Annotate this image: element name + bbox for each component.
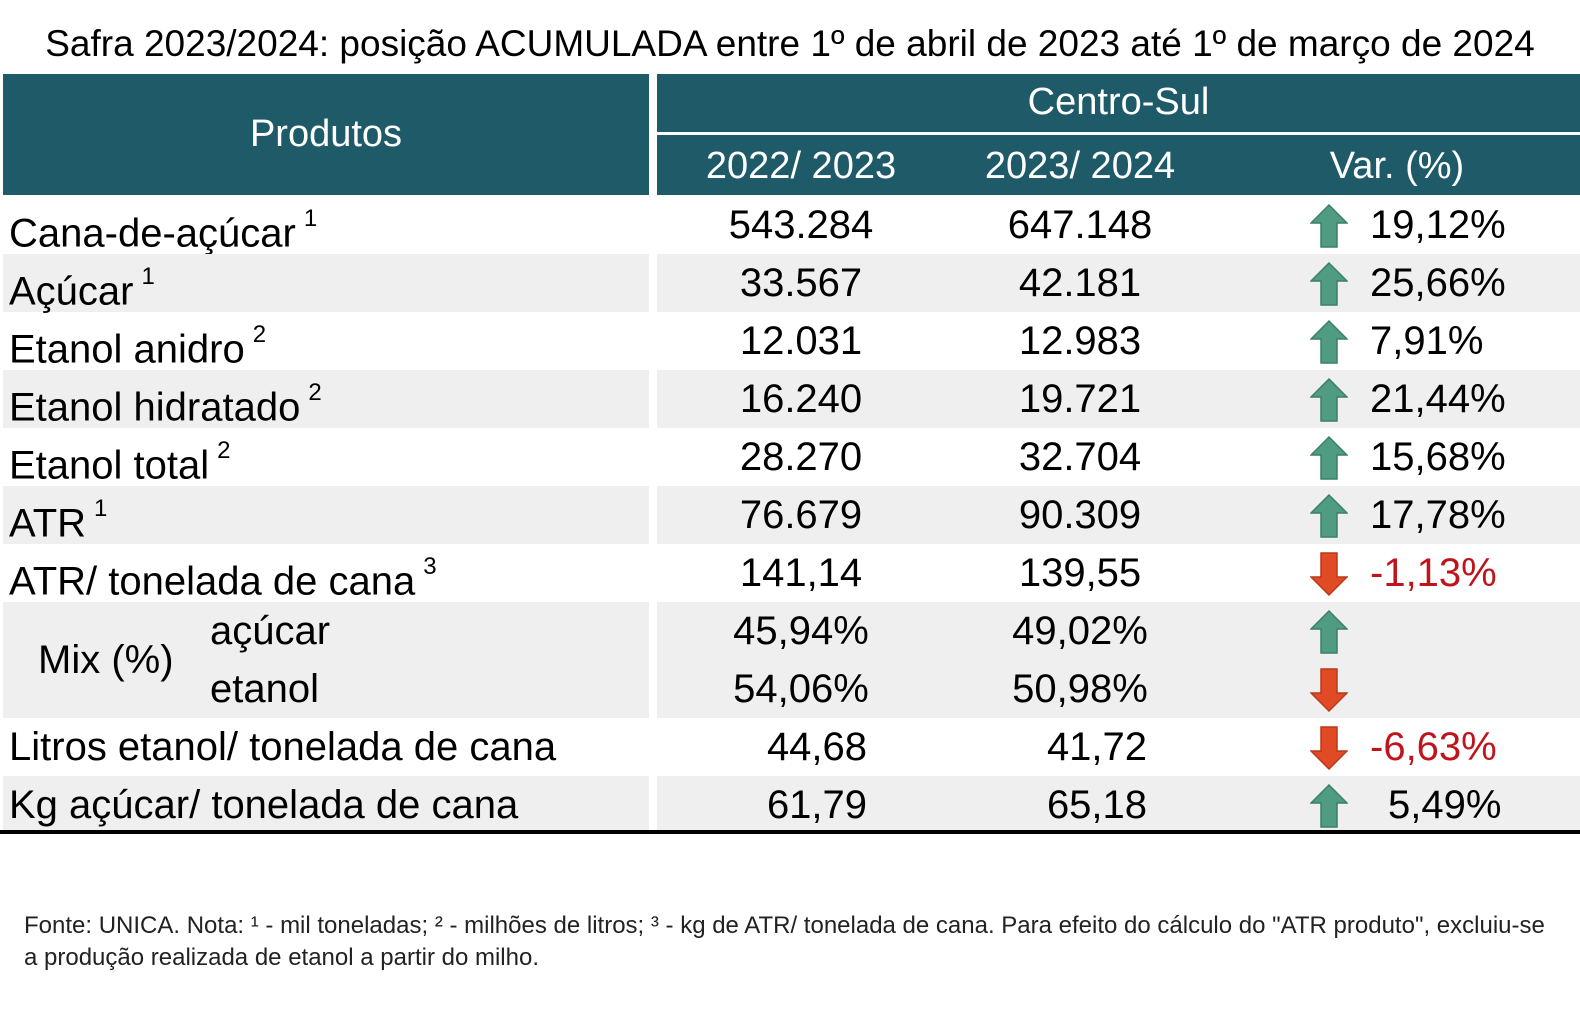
row-shade-right — [657, 370, 1580, 428]
row-label: Kg açúcar/ tonelada de cana — [9, 783, 519, 827]
row-shade-right — [657, 602, 1580, 718]
header-products: Produtos — [3, 74, 649, 195]
row-label: Açúcar 1 — [9, 263, 155, 314]
mix-sugar-2023-2024: 49,02% — [1012, 609, 1148, 653]
row-shade-left — [3, 776, 649, 834]
row-label: Etanol anidro 2 — [9, 321, 267, 372]
mix-label: Mix (%) — [38, 638, 174, 682]
value-2023-2024: 139,55 — [1018, 551, 1142, 595]
header-region-block: Centro-Sul 2022/ 2023 2023/ 2024 Var. (%… — [657, 74, 1580, 195]
up-arrow-icon — [1310, 610, 1348, 654]
header-region: Centro-Sul — [1027, 80, 1210, 123]
table-row: ATR 1 76.679 90.309 17,78% — [0, 486, 1580, 546]
variation-value: 15,68% — [1370, 435, 1506, 479]
down-arrow-icon — [1310, 726, 1348, 770]
table-row: Etanol anidro 2 12.031 12.983 7,91% — [0, 312, 1580, 372]
row-label: Litros etanol/ tonelada de cana — [9, 725, 557, 769]
variation-value: -1,13% — [1370, 551, 1497, 595]
variation-value: 7,91% — [1370, 319, 1484, 363]
down-arrow-icon — [1310, 668, 1348, 712]
table-bottom-rule — [0, 830, 1580, 834]
row-label: Etanol total 2 — [9, 437, 231, 488]
variation-value: 21,44% — [1370, 377, 1506, 421]
table-title: Safra 2023/2024: posição ACUMULADA entre… — [45, 23, 1535, 64]
value-2022-2023: 61,79 — [766, 783, 868, 827]
value-2023-2024: 42.181 — [1018, 261, 1142, 305]
mix-row: Mix (%) açúcar etanol 45,94% 49,02% 54,0… — [0, 602, 1580, 718]
variation-value: 17,78% — [1370, 493, 1506, 537]
table-row: Kg açúcar/ tonelada de cana 61,79 65,18 … — [0, 776, 1580, 834]
table-row: Etanol hidratado 2 16.240 19.721 21,44% — [0, 370, 1580, 430]
up-arrow-icon — [1310, 494, 1348, 538]
header-divider — [657, 132, 1580, 135]
row-shade-left — [3, 602, 649, 718]
row-shade-right — [657, 776, 1580, 834]
table-row: Litros etanol/ tonelada de cana 44,68 41… — [0, 718, 1580, 776]
variation-value: 19,12% — [1370, 203, 1506, 247]
value-2022-2023: 141,14 — [739, 551, 863, 595]
row-label: Cana-de-açúcar 1 — [9, 205, 318, 256]
footnote: Fonte: UNICA. Nota: ¹ - mil toneladas; ²… — [24, 912, 1545, 971]
mix-ethanol-label: etanol — [210, 667, 319, 711]
value-2022-2023: 33.567 — [739, 261, 863, 305]
up-arrow-icon — [1310, 378, 1348, 422]
table-row: ATR/ tonelada de cana 3 141,14 139,55 -1,… — [0, 544, 1580, 604]
value-2023-2024: 41,72 — [1046, 725, 1148, 769]
value-2022-2023: 28.270 — [739, 435, 863, 479]
row-shade-left — [3, 370, 649, 428]
header-col-var: Var. (%) — [1329, 144, 1465, 187]
mix-sugar-label: açúcar — [210, 609, 331, 653]
value-2022-2023: 543.284 — [728, 203, 874, 247]
variation-value: -6,63% — [1370, 725, 1497, 769]
variation-value: 5,49% — [1388, 783, 1502, 827]
value-2022-2023: 12.031 — [739, 319, 863, 363]
mix-sugar-2022-2023: 45,94% — [733, 609, 869, 653]
up-arrow-icon — [1310, 784, 1348, 828]
row-shade-right — [657, 486, 1580, 544]
value-2023-2024: 65,18 — [1046, 783, 1148, 827]
table-row: Cana-de-açúcar 1 543.284 647.148 19,12% — [0, 196, 1580, 256]
row-label: ATR/ tonelada de cana 3 — [9, 553, 437, 604]
up-arrow-icon — [1310, 436, 1348, 480]
row-label: Etanol hidratado 2 — [9, 379, 322, 430]
up-arrow-icon — [1310, 262, 1348, 306]
value-2023-2024: 90.309 — [1018, 493, 1142, 537]
row-label: ATR 1 — [9, 495, 108, 546]
value-2022-2023: 76.679 — [739, 493, 863, 537]
row-shade-left — [3, 254, 649, 312]
mix-ethanol-2023-2024: 50,98% — [1012, 667, 1148, 711]
down-arrow-icon — [1310, 552, 1348, 596]
mix-ethanol-2022-2023: 54,06% — [733, 667, 869, 711]
header-col-2023-2024: 2023/ 2024 — [984, 144, 1176, 187]
table-row: Açúcar 1 33.567 42.181 25,66% — [0, 254, 1580, 314]
up-arrow-icon — [1310, 320, 1348, 364]
header-col-2022-2023: 2022/ 2023 — [705, 144, 897, 187]
row-shade-right — [657, 254, 1580, 312]
value-2023-2024: 647.148 — [1007, 203, 1153, 247]
variation-value: 25,66% — [1370, 261, 1506, 305]
value-2023-2024: 12.983 — [1018, 319, 1142, 363]
table-header: Produtos Centro-Sul 2022/ 2023 2023/ 202… — [0, 74, 1580, 195]
value-2022-2023: 44,68 — [766, 725, 868, 769]
value-2022-2023: 16.240 — [739, 377, 863, 421]
value-2023-2024: 19.721 — [1018, 377, 1142, 421]
row-shade-left — [3, 486, 649, 544]
up-arrow-icon — [1310, 204, 1348, 248]
value-2023-2024: 32.704 — [1018, 435, 1142, 479]
table-row: Etanol total 2 28.270 32.704 15,68% — [0, 428, 1580, 488]
